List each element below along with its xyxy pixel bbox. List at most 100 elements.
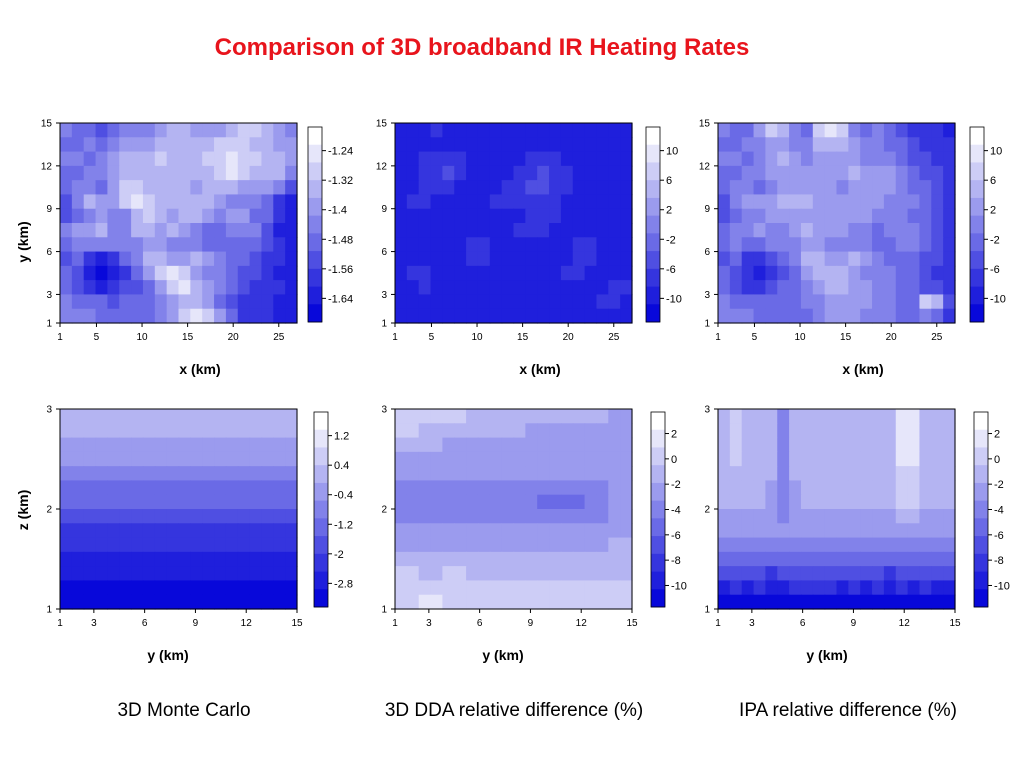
heatmap-cell xyxy=(765,523,778,539)
heatmap-cell xyxy=(261,594,274,610)
heatmap-cell xyxy=(83,280,97,296)
heatmap-cell xyxy=(261,551,274,567)
heatmap-cell xyxy=(131,180,144,196)
heatmap-cell xyxy=(142,165,156,181)
heatmap-cell xyxy=(824,294,838,310)
colorbar-swatch xyxy=(308,144,322,163)
heatmap-cell xyxy=(765,551,778,567)
heatmap-cell xyxy=(83,409,97,424)
heatmap-cell xyxy=(800,509,814,524)
heatmap-cell xyxy=(765,423,778,439)
heatmap-cell xyxy=(249,208,263,224)
heatmap-cell xyxy=(943,509,956,524)
heatmap-cell xyxy=(178,437,191,453)
heatmap-cell xyxy=(214,265,227,281)
heatmap-cell xyxy=(812,537,826,553)
heatmap-cell xyxy=(83,580,97,596)
heatmap-cell xyxy=(477,151,491,167)
heatmap-cell xyxy=(285,509,298,524)
heatmap-cell xyxy=(907,308,921,324)
heatmap-cell xyxy=(60,480,73,496)
heatmap-cell xyxy=(71,523,85,539)
heatmap-cell xyxy=(741,437,755,453)
heatmap-cell xyxy=(178,580,191,596)
heatmap-cell xyxy=(729,523,743,539)
y-axis-label: y (km) xyxy=(15,221,31,262)
heatmap-cell xyxy=(895,223,909,238)
heatmap-cell xyxy=(872,451,885,467)
heatmap-cell xyxy=(454,280,467,296)
colorbar-swatch xyxy=(970,215,984,234)
heatmap-cell xyxy=(237,151,251,167)
heatmap-cell xyxy=(442,165,455,181)
heatmap-cell xyxy=(872,494,885,510)
heatmap-cell xyxy=(166,194,180,210)
colorbar-swatch xyxy=(974,412,988,431)
heatmap-cell xyxy=(895,423,909,439)
colorbar-swatch xyxy=(308,197,322,217)
heatmap-cell xyxy=(848,466,861,482)
heatmap-cell xyxy=(190,280,203,296)
heatmap-cell xyxy=(214,566,227,582)
heatmap-cell xyxy=(537,251,550,267)
heatmap-cell xyxy=(513,308,526,324)
colorbar-label: 6 xyxy=(990,175,996,187)
heatmap-cell xyxy=(872,437,885,453)
heatmap-cell xyxy=(107,594,120,610)
heatmap-cell xyxy=(848,208,861,224)
heatmap-cell xyxy=(525,308,538,324)
heatmap-cell xyxy=(883,451,897,467)
heatmap-cell xyxy=(249,123,263,138)
heatmap-cell xyxy=(907,551,921,567)
heatmap-cell xyxy=(454,308,467,324)
heatmap-cell xyxy=(131,151,144,167)
heatmap-cell xyxy=(789,294,802,310)
heatmap-cell xyxy=(418,251,432,267)
heatmap-cell xyxy=(166,437,180,453)
heatmap-cell xyxy=(931,265,944,281)
heatmap-cell xyxy=(872,151,885,167)
heatmap-cell xyxy=(406,308,420,324)
heatmap-cell xyxy=(765,537,778,553)
heatmap-cell xyxy=(824,180,838,196)
heatmap-cell xyxy=(107,537,120,553)
heatmap-cell xyxy=(489,223,503,238)
heatmap-cell xyxy=(249,165,263,181)
heatmap-cell xyxy=(812,180,826,196)
heatmap-cell xyxy=(560,194,574,210)
heatmap-cell xyxy=(789,237,802,253)
heatmap-cell xyxy=(860,480,873,496)
heatmap-cell xyxy=(190,265,203,281)
heatmap-cell xyxy=(513,123,526,138)
heatmap-cell xyxy=(812,208,826,224)
heatmap-cell xyxy=(71,165,85,181)
heatmap-cell xyxy=(883,437,897,453)
heatmap-cell xyxy=(741,165,755,181)
heatmap-cell xyxy=(741,223,755,238)
heatmap-cell xyxy=(860,509,873,524)
heatmap-cell xyxy=(860,423,873,439)
x-tick-label: 25 xyxy=(931,332,943,343)
heatmap-cell xyxy=(71,594,85,610)
heatmap-cell xyxy=(560,308,574,324)
heatmap-cell xyxy=(800,451,814,467)
heatmap-cell xyxy=(178,308,191,324)
heatmap-cell xyxy=(777,566,790,582)
heatmap-cell xyxy=(836,523,849,539)
heatmap-cell xyxy=(883,480,897,496)
heatmap-cell xyxy=(836,180,849,196)
heatmap-cell xyxy=(836,294,849,310)
caption-monte-carlo: 3D Monte Carlo xyxy=(117,700,251,721)
heatmap-cell xyxy=(489,208,503,224)
heatmap-cell xyxy=(119,594,132,610)
heatmap-cell xyxy=(943,437,956,453)
heatmap-cell xyxy=(395,251,408,267)
heatmap-cell xyxy=(812,580,826,596)
heatmap-cell xyxy=(477,137,491,153)
heatmap-cell xyxy=(142,208,156,224)
heatmap-cell xyxy=(812,423,826,439)
heatmap-cell xyxy=(119,537,132,553)
heatmap-cell xyxy=(872,180,885,196)
heatmap-cell xyxy=(202,194,215,210)
